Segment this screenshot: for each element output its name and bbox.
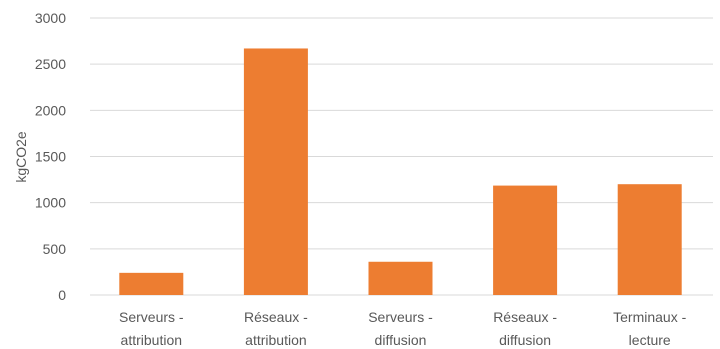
gridlines [90, 17, 713, 296]
y-axis-label: kgCO2e [13, 131, 29, 183]
y-tick-labels: 0 500 1000 1500 2000 2500 3000 [35, 10, 66, 303]
bar [119, 272, 184, 295]
bar [493, 185, 558, 295]
x-tick-label: Serveurs -attribution [119, 309, 184, 348]
x-tick-label: Terminaux -lecture [613, 309, 686, 348]
x-tick-label: Réseaux -diffusion [493, 309, 557, 348]
bar [617, 184, 682, 295]
y-tick-label: 1000 [35, 195, 66, 211]
bar [368, 261, 433, 295]
y-tick-label: 0 [58, 287, 66, 303]
y-tick-label: 2500 [35, 56, 66, 72]
x-tick-labels: Serveurs -attribution Réseaux -attributio… [119, 309, 687, 348]
y-tick-label: 3000 [35, 10, 66, 26]
bars [119, 48, 682, 295]
y-tick-label: 500 [43, 241, 67, 257]
x-tick-label: Serveurs -diffusion [368, 309, 433, 348]
y-tick-label: 1500 [35, 149, 66, 165]
y-tick-label: 2000 [35, 102, 66, 118]
x-tick-label: Réseaux -attribution [244, 309, 308, 348]
bar [243, 48, 308, 295]
